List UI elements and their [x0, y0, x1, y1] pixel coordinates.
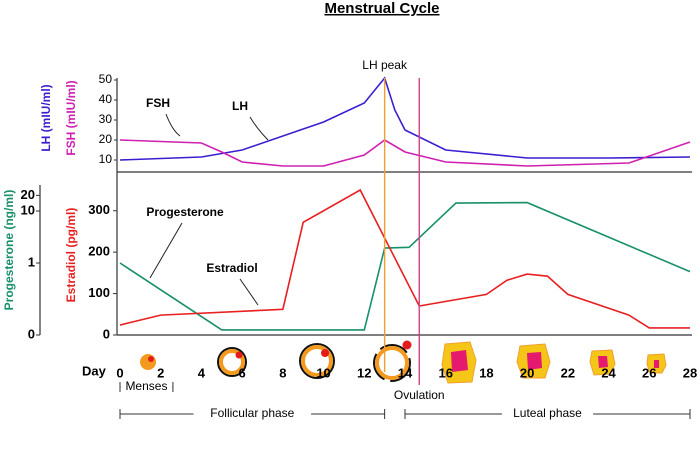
- line: [119, 76, 691, 161]
- x-tick-label: 22: [561, 365, 575, 380]
- x-tick-label: 28: [683, 365, 697, 380]
- x-tick-label: 10: [316, 365, 330, 380]
- y-tick-label: 300: [88, 202, 110, 217]
- y-tick-label: 40: [99, 92, 113, 106]
- line: [119, 139, 691, 167]
- y-tick-label: 200: [88, 244, 110, 259]
- x-tick-label: 26: [642, 365, 656, 380]
- x-axis-label: Day: [82, 363, 107, 378]
- y-tick-label: 0: [103, 326, 110, 341]
- x-tick-label: 16: [438, 365, 452, 380]
- phase-bracket: [119, 382, 174, 392]
- x-tick-label: 18: [479, 365, 493, 380]
- phase-bracket: [404, 409, 691, 419]
- x-tick-label: 0: [116, 365, 123, 380]
- series-label: LH: [232, 99, 248, 113]
- y-axis-label: LH (mIU/ml): [39, 84, 53, 151]
- y-tick-label: 50: [99, 72, 113, 86]
- x-tick-label: 8: [279, 365, 286, 380]
- y-tick-label: 100: [88, 285, 110, 300]
- phase-label: Follicular phase: [210, 406, 294, 420]
- phase-bracket: [119, 409, 386, 419]
- phase-label: Menses: [125, 379, 167, 393]
- leader-lines: [149, 113, 269, 306]
- chart-title: Menstrual Cycle: [324, 0, 439, 17]
- annotation: LH peak: [362, 58, 408, 72]
- y-tick-label: 10: [99, 152, 113, 166]
- y-axis-label: Estradiol (pg/ml): [64, 208, 78, 303]
- x-tick-label: 20: [520, 365, 534, 380]
- x-tick-label: 14: [398, 365, 413, 380]
- x-tick-label: 6: [239, 365, 246, 380]
- x-tick-label: 4: [198, 365, 206, 380]
- y-axis-label: FSH (mIU/ml): [64, 80, 78, 155]
- y-tick-label: 20: [99, 132, 113, 146]
- y2-tick-label: 20: [21, 187, 35, 202]
- frame: [39, 78, 692, 336]
- x-tick-label: 12: [357, 365, 371, 380]
- x-tick-label: 2: [157, 365, 164, 380]
- line: [119, 188, 690, 329]
- series-label: Estradiol: [206, 261, 257, 275]
- series-label: Progesterone: [146, 205, 224, 219]
- y2-axis-label: Progesterone (ng/ml): [2, 190, 16, 311]
- y-tick-label: 30: [99, 112, 113, 126]
- y2-tick-label: 0: [28, 326, 35, 341]
- y2-tick-label: 10: [21, 202, 35, 217]
- annotation: Ovulation: [394, 388, 445, 402]
- x-tick-label: 24: [601, 365, 616, 380]
- y2-tick-label: 1: [28, 254, 35, 269]
- follicles: [140, 340, 667, 384]
- series-label: FSH: [146, 96, 170, 110]
- phase-label: Luteal phase: [513, 406, 582, 420]
- line: [119, 201, 691, 331]
